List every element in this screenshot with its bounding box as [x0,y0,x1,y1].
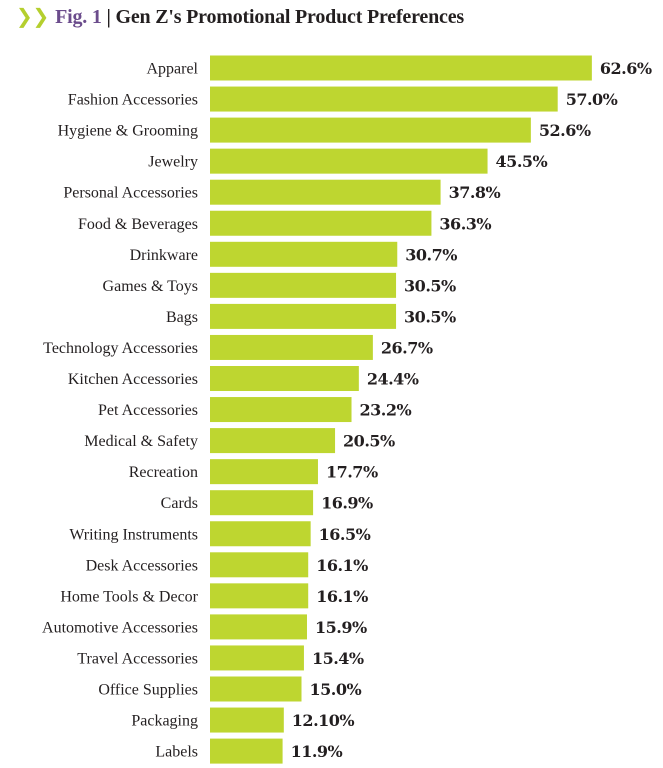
category-label: Games & Toys [103,278,198,295]
category-label: Kitchen Accessories [68,371,198,388]
category-label: Technology Accessories [43,340,198,357]
bar [210,366,359,391]
bar [210,117,531,143]
bar [210,645,304,671]
value-label: 52.6% [539,121,591,140]
value-label: 57.0% [566,90,618,109]
category-label: Drinkware [130,247,198,264]
value-label: 30.7% [405,245,457,264]
bar [210,210,432,236]
category-label: Jewelry [148,154,198,171]
bar [210,303,397,329]
value-label: 15.9% [315,618,367,637]
bar [210,676,302,702]
bar [210,334,373,360]
bar [210,459,318,485]
value-label: 12.10% [292,711,355,730]
value-label: 36.3% [439,214,491,233]
figure-number: Fig. 1 [55,6,102,28]
value-label: 15.4% [312,649,364,668]
value-label: 15.0% [310,680,362,699]
bar [210,583,309,609]
category-label: Packaging [131,713,198,730]
double-chevron-icon: ❯❯ [16,4,50,28]
value-label: 24.4% [367,370,419,389]
value-label: 37.8% [449,183,501,202]
category-label: Apparel [146,61,198,78]
bar [210,428,336,454]
bar [210,614,307,640]
category-label: Pet Accessories [98,402,198,419]
value-label: 30.5% [404,307,456,326]
value-label: 16.5% [319,525,371,544]
category-label: Automotive Accessories [42,619,198,636]
bar [210,552,309,578]
category-label: Cards [161,495,198,512]
bar [210,738,283,764]
value-label: 20.5% [343,432,395,451]
category-label: Hygiene & Grooming [58,123,198,140]
bar [210,397,352,423]
value-label: 30.5% [404,276,456,295]
bar [210,272,397,298]
bar [210,521,311,547]
value-label: 16.1% [316,556,368,575]
value-label: 62.6% [600,59,652,78]
category-label: Desk Accessories [86,557,198,574]
category-label: Bags [166,309,198,326]
category-label: Office Supplies [98,682,198,699]
value-label: 45.5% [496,152,548,171]
title-text: Gen Z's Promotional Product Preferences [115,6,465,28]
category-label: Travel Accessories [77,650,198,667]
chart-title: ❯❯ Fig. 1 | Gen Z's Promotional Product P… [16,4,465,28]
bar [210,179,441,205]
value-label: 16.1% [316,587,368,606]
bar [210,86,558,112]
value-label: 16.9% [321,494,373,513]
category-label: Home Tools & Decor [60,588,198,605]
bar [210,490,314,516]
value-label: 23.2% [360,401,412,420]
bar [210,55,592,81]
bar [210,148,488,174]
bar [210,707,284,733]
value-label: 26.7% [381,338,433,357]
category-label: Personal Accessories [63,185,198,202]
bar [210,241,398,267]
category-label: Food & Beverages [78,216,198,233]
category-label: Labels [155,744,198,761]
value-label: 11.9% [291,742,343,761]
category-label: Recreation [129,464,198,481]
category-label: Fashion Accessories [68,92,198,109]
value-label: 17.7% [326,463,378,482]
category-label: Writing Instruments [69,526,198,543]
category-label: Medical & Safety [84,433,198,450]
